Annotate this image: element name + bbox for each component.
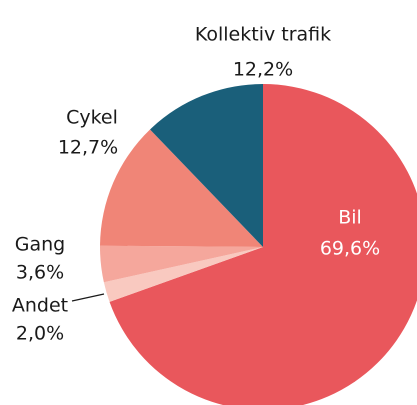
pie-slice <box>100 129 263 247</box>
slice-label: Kollektiv trafik <box>195 24 331 46</box>
pie-slice <box>100 245 263 283</box>
leader-line <box>71 293 105 302</box>
pie-slice <box>103 247 263 302</box>
pie-slice <box>150 84 263 247</box>
slice-value-label: 12,2% <box>233 59 293 81</box>
slice-label: Gang <box>15 234 65 256</box>
slice-value-label: 12,7% <box>58 137 118 159</box>
slice-value-label: 2,0% <box>16 323 64 345</box>
slice-label: Andet <box>12 295 68 317</box>
labels: Bil 69,6% Andet 2,0% Gang 3,6% Cykel 12,7% Kolle… <box>12 24 380 345</box>
pie-slice <box>109 84 417 405</box>
slice-value-label: 69,6% <box>320 238 380 260</box>
slice-value-label: 3,6% <box>16 262 64 284</box>
slice-label: Bil <box>338 207 362 229</box>
pie <box>100 84 417 405</box>
slice-label: Cykel <box>66 107 118 129</box>
